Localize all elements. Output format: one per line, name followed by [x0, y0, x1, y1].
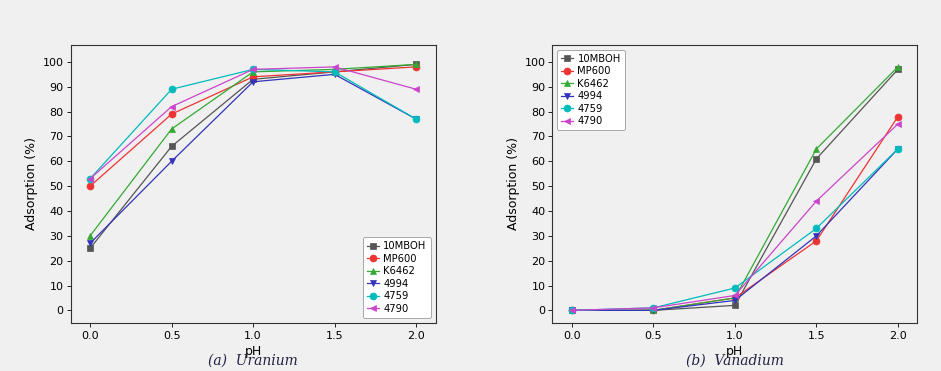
K6462	[410, 62, 422, 67]
MP600	[729, 296, 741, 300]
Line: 4790: 4790	[568, 121, 901, 314]
Line: 4994: 4994	[568, 145, 901, 314]
4759	[410, 117, 422, 121]
K6462	[85, 234, 96, 238]
10MBOH	[566, 308, 578, 313]
4994	[729, 298, 741, 303]
Line: 10MBOH: 10MBOH	[87, 61, 420, 252]
Text: (b)  Vanadium: (b) Vanadium	[686, 353, 784, 367]
K6462	[892, 65, 903, 69]
Y-axis label: Adsorption (%): Adsorption (%)	[25, 137, 39, 230]
4790	[729, 293, 741, 298]
Line: 4759: 4759	[568, 145, 901, 314]
MP600	[892, 114, 903, 119]
Line: K6462: K6462	[87, 61, 420, 239]
MP600	[647, 308, 659, 313]
MP600	[166, 112, 177, 116]
Legend: 10MBOH, MP600, K6462, 4994, 4759, 4790: 10MBOH, MP600, K6462, 4994, 4759, 4790	[557, 49, 625, 130]
Line: 10MBOH: 10MBOH	[568, 66, 901, 314]
MP600	[247, 75, 259, 79]
X-axis label: pH: pH	[245, 345, 262, 358]
Line: MP600: MP600	[87, 63, 420, 190]
4994	[410, 117, 422, 121]
4759	[329, 70, 341, 74]
4759	[647, 306, 659, 310]
4790	[811, 199, 822, 203]
4994	[647, 308, 659, 313]
4759	[166, 87, 177, 92]
K6462	[811, 147, 822, 151]
K6462	[647, 308, 659, 313]
10MBOH	[729, 303, 741, 308]
4790	[329, 65, 341, 69]
4994	[811, 234, 822, 238]
4759	[247, 67, 259, 72]
Line: 4790: 4790	[87, 63, 420, 182]
4790	[166, 104, 177, 109]
Line: K6462: K6462	[568, 63, 901, 314]
K6462	[329, 67, 341, 72]
10MBOH	[647, 308, 659, 313]
4759	[729, 286, 741, 290]
Line: MP600: MP600	[568, 113, 901, 314]
4790	[247, 67, 259, 72]
10MBOH	[811, 157, 822, 161]
K6462	[566, 308, 578, 313]
10MBOH	[247, 77, 259, 82]
Y-axis label: Adsorption (%): Adsorption (%)	[507, 137, 520, 230]
4790	[85, 177, 96, 181]
4790	[892, 122, 903, 126]
Legend: 10MBOH, MP600, K6462, 4994, 4759, 4790: 10MBOH, MP600, K6462, 4994, 4759, 4790	[363, 237, 431, 318]
10MBOH	[329, 70, 341, 74]
4759	[566, 308, 578, 313]
4994	[566, 308, 578, 313]
Line: 4994: 4994	[87, 71, 420, 247]
K6462	[247, 70, 259, 74]
4790	[647, 306, 659, 310]
4790	[566, 308, 578, 313]
4994	[329, 72, 341, 76]
4759	[85, 177, 96, 181]
MP600	[811, 239, 822, 243]
X-axis label: pH: pH	[726, 345, 743, 358]
K6462	[729, 296, 741, 300]
4994	[166, 159, 177, 164]
4994	[85, 241, 96, 246]
4790	[410, 87, 422, 92]
MP600	[329, 70, 341, 74]
4759	[811, 226, 822, 231]
4759	[892, 147, 903, 151]
Line: 4759: 4759	[87, 66, 420, 182]
MP600	[85, 184, 96, 188]
10MBOH	[892, 67, 903, 72]
4994	[247, 79, 259, 84]
MP600	[566, 308, 578, 313]
MP600	[410, 65, 422, 69]
Text: (a)  Uranium: (a) Uranium	[208, 353, 298, 367]
10MBOH	[410, 62, 422, 67]
K6462	[166, 127, 177, 131]
10MBOH	[85, 246, 96, 250]
10MBOH	[166, 144, 177, 149]
4994	[892, 147, 903, 151]
